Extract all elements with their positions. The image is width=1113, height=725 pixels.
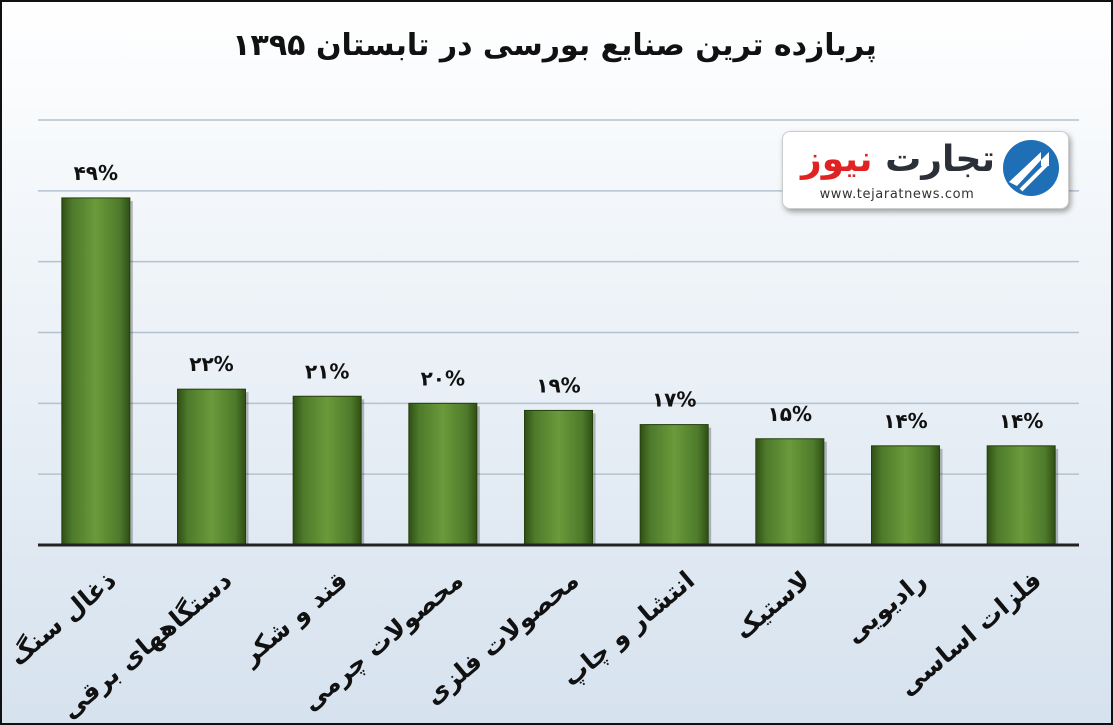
data-label: ۱۴%: [999, 409, 1043, 433]
data-label: ۴۹%: [74, 161, 118, 185]
chart-title: پربازده ترین صنایع بورسی در تابستان ۱۳۹۵: [232, 28, 877, 63]
category-label: رادیویی: [840, 565, 932, 649]
bar: [408, 402, 478, 546]
bar: [292, 395, 362, 546]
logo-name-part2: نیوز: [801, 139, 873, 180]
tejarat-news-logo: تجارت نیوز www.tejaratnews.com: [782, 131, 1069, 209]
data-label: ۱۴%: [883, 409, 927, 433]
category-label: لاستیک: [729, 565, 816, 645]
data-label: ۲۱%: [305, 359, 349, 383]
bar: [61, 197, 131, 546]
data-label: ۱۹%: [536, 373, 580, 397]
data-label: ۲۰%: [421, 366, 465, 390]
data-label: ۲۲%: [189, 352, 233, 376]
logo-url: www.tejaratnews.com: [819, 187, 975, 202]
bar: [639, 424, 709, 546]
data-label: ۱۵%: [768, 402, 812, 426]
bar: [524, 409, 593, 546]
bar: [177, 388, 246, 546]
tejarat-arrow-circle-icon: [1003, 140, 1059, 196]
category-label: ذغال سنگ: [3, 565, 121, 671]
logo-name-part1: تجارت: [885, 139, 995, 180]
data-label: ۱۷%: [652, 388, 696, 412]
bar: [986, 445, 1056, 546]
bar: [755, 438, 825, 546]
logo-name: تجارت نیوز: [799, 138, 995, 182]
bar: [871, 445, 940, 546]
category-label: قند و شکر: [234, 565, 353, 672]
